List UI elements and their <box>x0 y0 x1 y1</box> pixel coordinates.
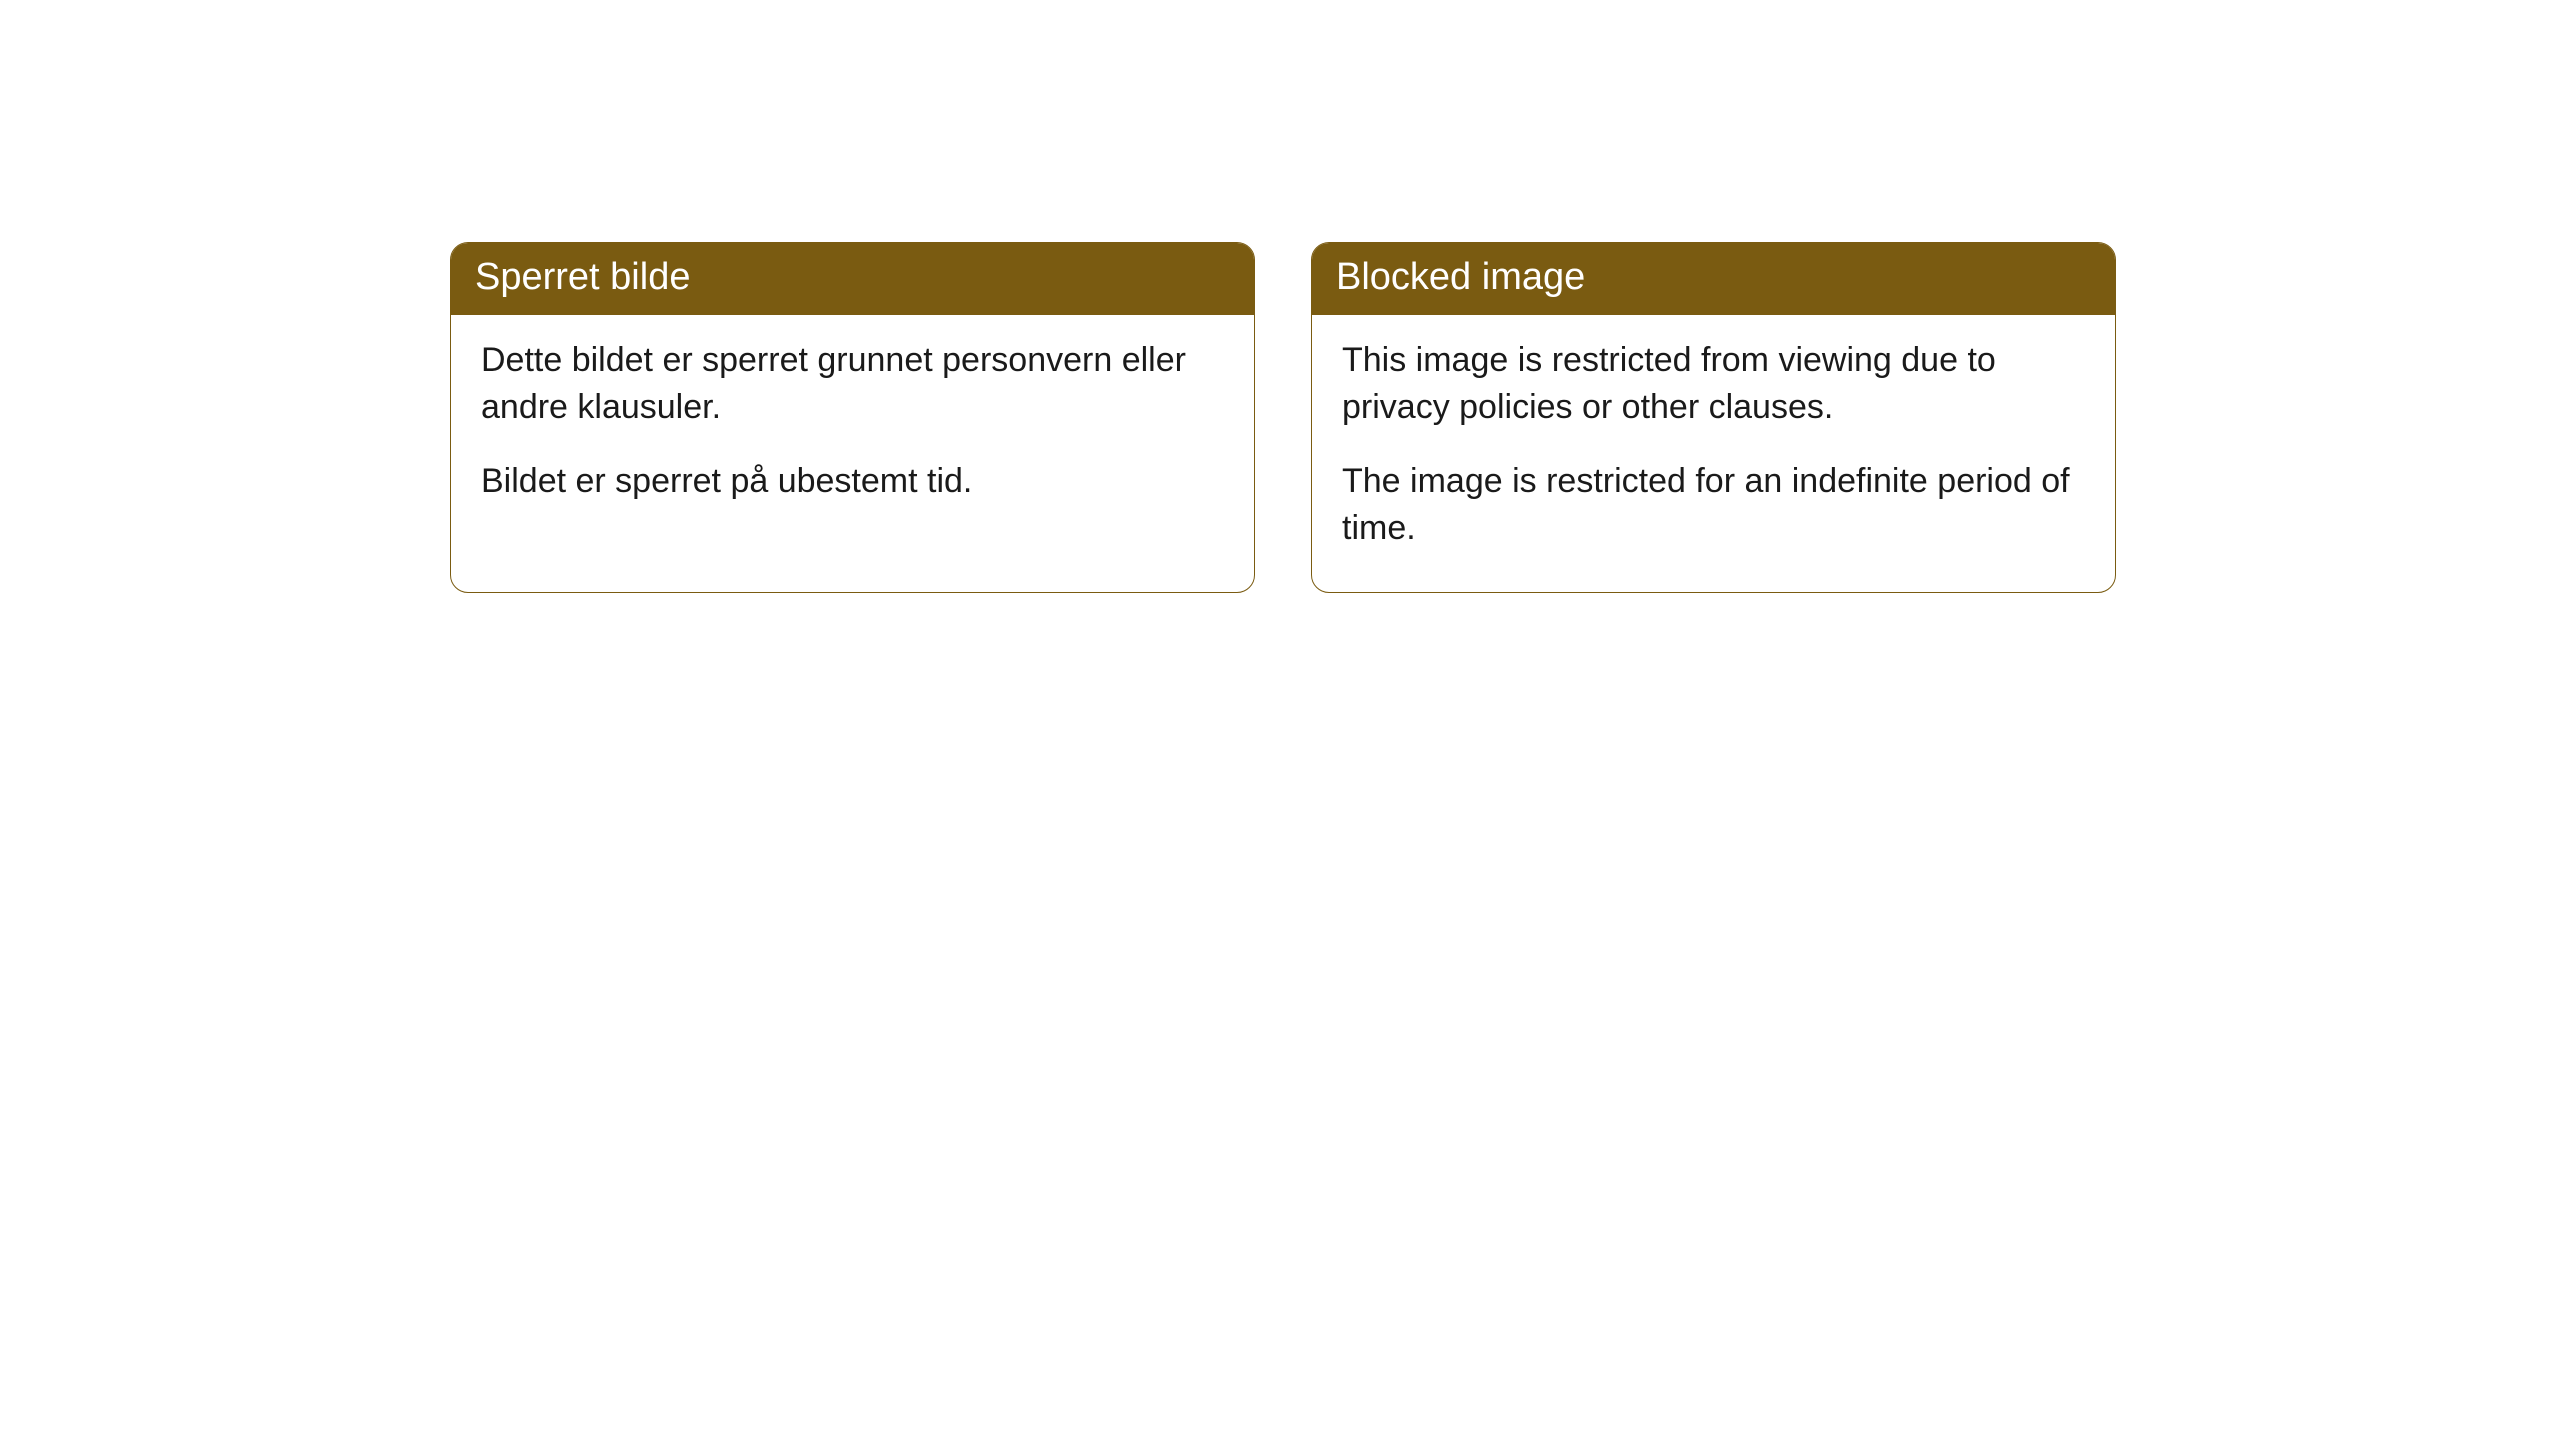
card-paragraph: Bildet er sperret på ubestemt tid. <box>481 458 1224 505</box>
card-header: Sperret bilde <box>451 243 1254 315</box>
card-paragraph: This image is restricted from viewing du… <box>1342 337 2085 431</box>
notice-card-english: Blocked image This image is restricted f… <box>1311 242 2116 593</box>
card-paragraph: The image is restricted for an indefinit… <box>1342 458 2085 552</box>
notice-cards-container: Sperret bilde Dette bildet er sperret gr… <box>450 242 2116 593</box>
notice-card-norwegian: Sperret bilde Dette bildet er sperret gr… <box>450 242 1255 593</box>
card-header: Blocked image <box>1312 243 2115 315</box>
card-paragraph: Dette bildet er sperret grunnet personve… <box>481 337 1224 431</box>
card-body: This image is restricted from viewing du… <box>1312 315 2115 593</box>
card-body: Dette bildet er sperret grunnet personve… <box>451 315 1254 546</box>
